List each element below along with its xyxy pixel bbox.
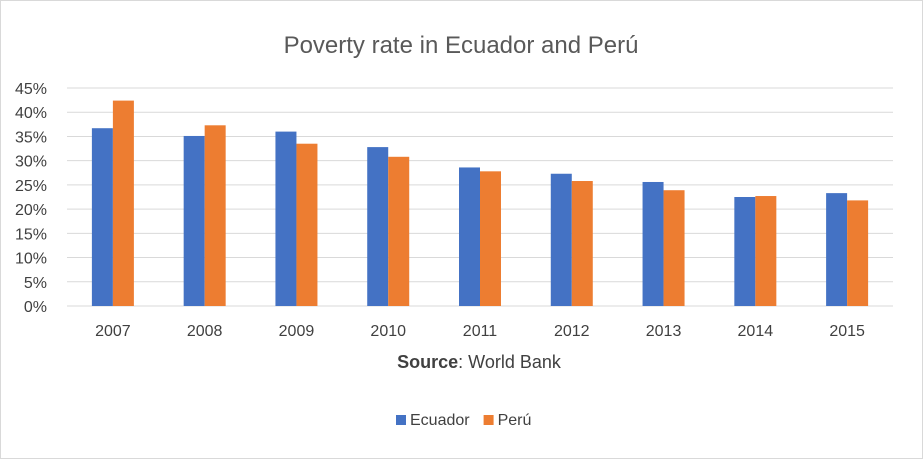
- x-tick-label: 2011: [463, 323, 498, 340]
- y-tick-label: 20%: [15, 202, 47, 219]
- x-tick-label: 2008: [187, 323, 223, 340]
- bar-per-2013: [663, 190, 685, 306]
- x-tick-label: 2013: [646, 323, 682, 340]
- bar-ecuador-2012: [550, 173, 572, 306]
- x-axis-tick-labels: 2007 2008 2009 2010 2011 2012 2013 2014 2015: [95, 323, 865, 340]
- y-tick-label: 15%: [15, 226, 47, 243]
- bar-ecuador-2010: [367, 147, 389, 306]
- y-tick-label: 10%: [15, 251, 47, 268]
- x-axis-label: Source: World Bank: [397, 352, 562, 372]
- bar-ecuador-2011: [459, 167, 480, 306]
- bar-per-2007: [112, 100, 134, 307]
- bar-ecuador-2008: [183, 135, 205, 306]
- y-tick-label: 35%: [15, 129, 47, 146]
- x-tick-label: 2007: [95, 323, 131, 340]
- bar-ecuador-2007: [91, 128, 113, 306]
- y-tick-label: 5%: [24, 275, 47, 292]
- legend-swatch: [483, 415, 494, 425]
- y-tick-label: 30%: [15, 154, 47, 171]
- bar-ecuador-2009: [275, 131, 297, 306]
- x-tick-label: 2010: [370, 323, 406, 340]
- x-axis-label-rest: : World Bank: [458, 352, 562, 372]
- bar-per-2010: [388, 156, 410, 306]
- bar-per-2011: [480, 171, 501, 306]
- x-tick-label: 2009: [279, 323, 315, 340]
- x-tick-label: 2015: [829, 323, 865, 340]
- bar-per-2015: [847, 200, 869, 306]
- bar-per-2014: [755, 196, 777, 306]
- legend-swatch: [396, 415, 406, 425]
- bar-per-2008: [204, 125, 226, 307]
- bar-ecuador-2014: [734, 197, 756, 306]
- y-tick-label: 45%: [15, 81, 47, 98]
- bar-per-2012: [571, 181, 593, 306]
- legend-label: Perú: [498, 412, 532, 429]
- bar-ecuador-2015: [826, 193, 848, 306]
- bar-per-2009: [296, 143, 318, 306]
- x-axis-label-bold: Source: [397, 352, 458, 372]
- bar-ecuador-2013: [642, 181, 664, 306]
- y-tick-label: 25%: [15, 178, 47, 195]
- x-tick-label: 2014: [738, 323, 774, 340]
- bars: [91, 100, 869, 307]
- legend-label: Ecuador: [410, 412, 470, 429]
- y-axis-tick-labels: 0% 5% 10% 15% 20% 25% 30% 35% 40% 45%: [15, 81, 47, 316]
- chart-title: Poverty rate in Ecuador and Perú: [284, 32, 639, 59]
- x-tick-label: 2012: [554, 323, 590, 340]
- y-tick-label: 0%: [24, 299, 47, 316]
- legend: Ecuador Perú: [396, 412, 531, 429]
- y-tick-label: 40%: [15, 105, 47, 122]
